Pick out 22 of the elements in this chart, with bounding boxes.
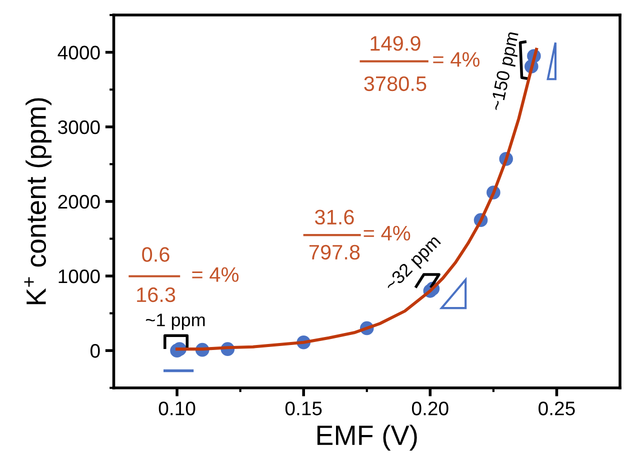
- x-tick-label: 0.10: [158, 402, 196, 416]
- x-tick-label: 0.15: [285, 402, 322, 416]
- x-axis-title: EMF (V): [317, 424, 417, 451]
- annotation: 3780.5: [364, 76, 426, 92]
- y-tick-label: 3000: [58, 120, 100, 134]
- annotation: = 4%: [192, 267, 239, 282]
- y-tick-label: 2000: [58, 194, 100, 209]
- y-tick-label: 4000: [58, 46, 100, 60]
- annotation: 0.6: [142, 247, 170, 262]
- x-tick-label: 0.25: [538, 402, 575, 416]
- annotation: 797.8: [309, 244, 360, 260]
- annotation: ~1 ppm: [146, 314, 205, 330]
- annotation: 16.3: [137, 287, 176, 302]
- annotation: = 4%: [433, 52, 480, 67]
- annotation: 31.6: [314, 210, 354, 225]
- annotation: = 4%: [364, 226, 410, 241]
- annotation: 149.9: [370, 36, 420, 51]
- y-tick-label: 1000: [58, 269, 100, 284]
- y-tick-label: 0: [90, 344, 100, 358]
- annotation: ~150 ppm: [490, 31, 522, 112]
- x-tick-label: 0.20: [412, 402, 448, 416]
- y-axis-title: K$^{+}$ content (ppm): [24, 98, 52, 304]
